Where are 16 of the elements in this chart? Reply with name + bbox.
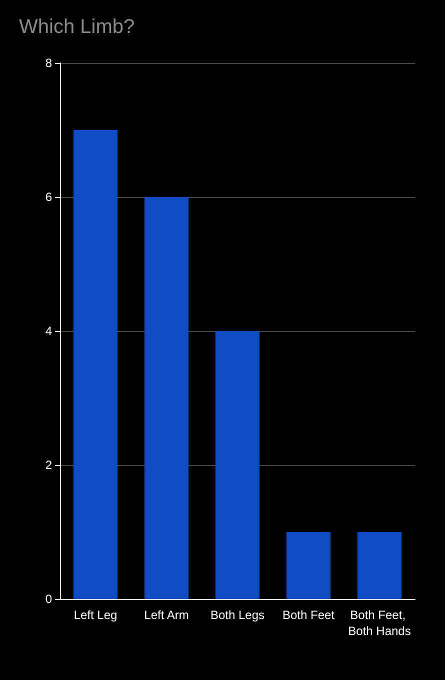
chart-title: Which Limb? — [19, 16, 135, 38]
bar — [357, 532, 402, 599]
x-tick-label: Both Feet — [282, 608, 336, 622]
y-tick-label: 0 — [45, 592, 52, 606]
x-tick-label: Left Arm — [144, 608, 189, 622]
x-tick-label: Left Leg — [74, 608, 118, 622]
bar — [73, 130, 118, 599]
bar — [286, 532, 331, 599]
y-tick-label: 2 — [45, 458, 52, 472]
x-tick-label: Both Legs — [210, 608, 265, 622]
y-tick-label: 4 — [45, 324, 52, 338]
bar — [215, 331, 260, 599]
bar — [144, 197, 189, 599]
y-tick-label: 8 — [45, 56, 52, 70]
x-tick-label: Both Feet, Both Hands — [348, 608, 411, 638]
y-tick-label: 6 — [45, 190, 52, 204]
